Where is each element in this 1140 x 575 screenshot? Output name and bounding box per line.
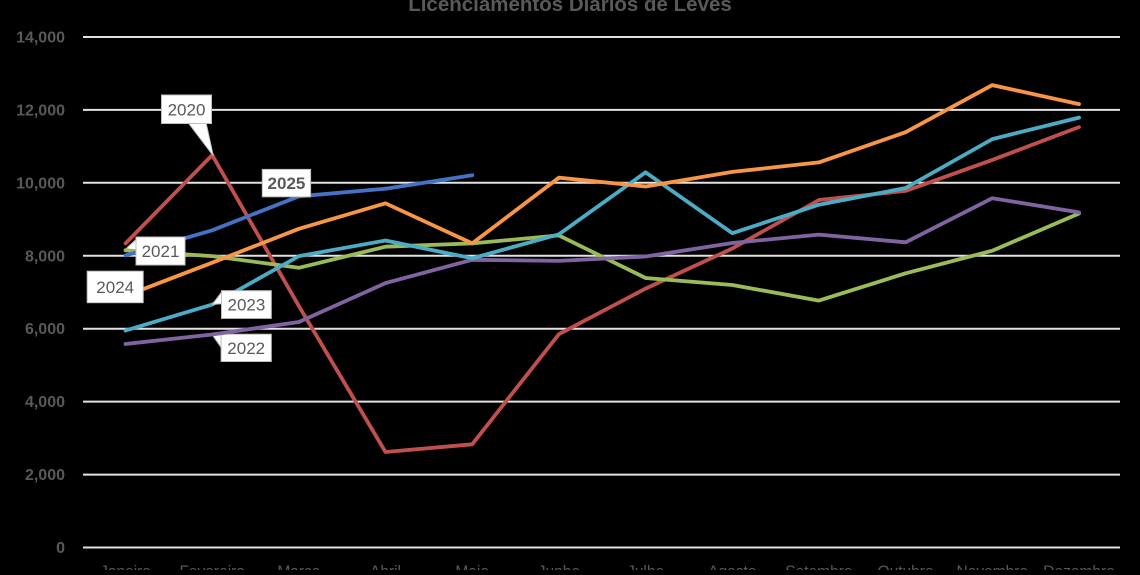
svg-text:0: 0: [56, 540, 65, 557]
svg-text:Junho: Junho: [538, 564, 580, 571]
svg-text:2023: 2023: [227, 296, 265, 315]
svg-text:12,000: 12,000: [16, 102, 65, 119]
svg-text:2020: 2020: [168, 100, 206, 119]
svg-text:8,000: 8,000: [25, 248, 65, 265]
svg-text:Outubro: Outubro: [878, 564, 934, 571]
svg-text:2,000: 2,000: [25, 467, 65, 484]
svg-text:2024: 2024: [96, 278, 134, 297]
svg-text:Março: Março: [277, 564, 320, 571]
svg-text:Janeiro: Janeiro: [100, 564, 151, 571]
svg-text:14,000: 14,000: [16, 30, 65, 47]
svg-text:Fevereiro: Fevereiro: [179, 564, 244, 571]
svg-text:Licenciamentos Diários de Leve: Licenciamentos Diários de Leves: [408, 0, 732, 16]
svg-text:Dezembro: Dezembro: [1043, 564, 1115, 571]
svg-text:2025: 2025: [268, 174, 306, 193]
svg-text:4,000: 4,000: [25, 394, 65, 411]
svg-text:10,000: 10,000: [16, 175, 65, 192]
svg-text:6,000: 6,000: [25, 321, 65, 338]
svg-text:Novembro: Novembro: [957, 564, 1029, 571]
svg-text:Abril: Abril: [370, 564, 401, 571]
svg-text:Maio: Maio: [455, 564, 489, 571]
svg-text:Setembro: Setembro: [785, 564, 852, 571]
svg-text:2021: 2021: [142, 242, 180, 261]
svg-text:Julho: Julho: [627, 564, 664, 571]
svg-text:Agosto: Agosto: [708, 564, 756, 571]
svg-text:2022: 2022: [227, 339, 265, 358]
